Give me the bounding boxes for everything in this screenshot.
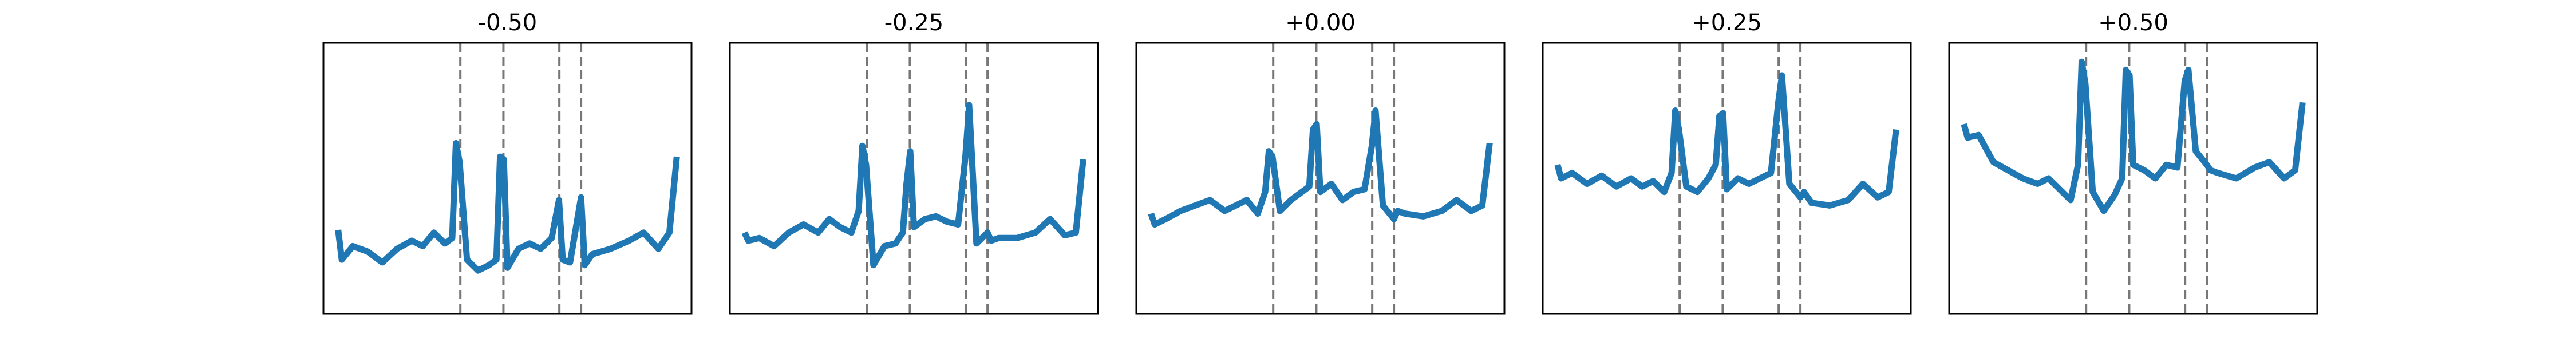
- data-line: [1148, 107, 1493, 228]
- panel-title: +0.25: [1692, 10, 1762, 36]
- data-line: [1961, 58, 2306, 214]
- panel: +0.50: [1948, 10, 2318, 315]
- panel-frame: [1135, 42, 1506, 315]
- data-line: [335, 139, 680, 274]
- panel: -0.50: [322, 10, 693, 315]
- panel: -0.25: [729, 10, 1099, 315]
- panel-frame: [1948, 42, 2318, 315]
- panel-frame: [1542, 42, 1912, 315]
- data-line: [1554, 72, 1899, 209]
- panel-title: -0.25: [884, 10, 944, 36]
- panel-frame: [729, 42, 1099, 315]
- panel-title: -0.50: [478, 10, 538, 36]
- panel-title: +0.00: [1285, 10, 1356, 36]
- data-line: [741, 102, 1086, 269]
- panel-frame: [322, 42, 693, 315]
- panel-title: +0.50: [2098, 10, 2168, 36]
- panel: +0.25: [1542, 10, 1912, 315]
- panel: +0.00: [1135, 10, 1506, 315]
